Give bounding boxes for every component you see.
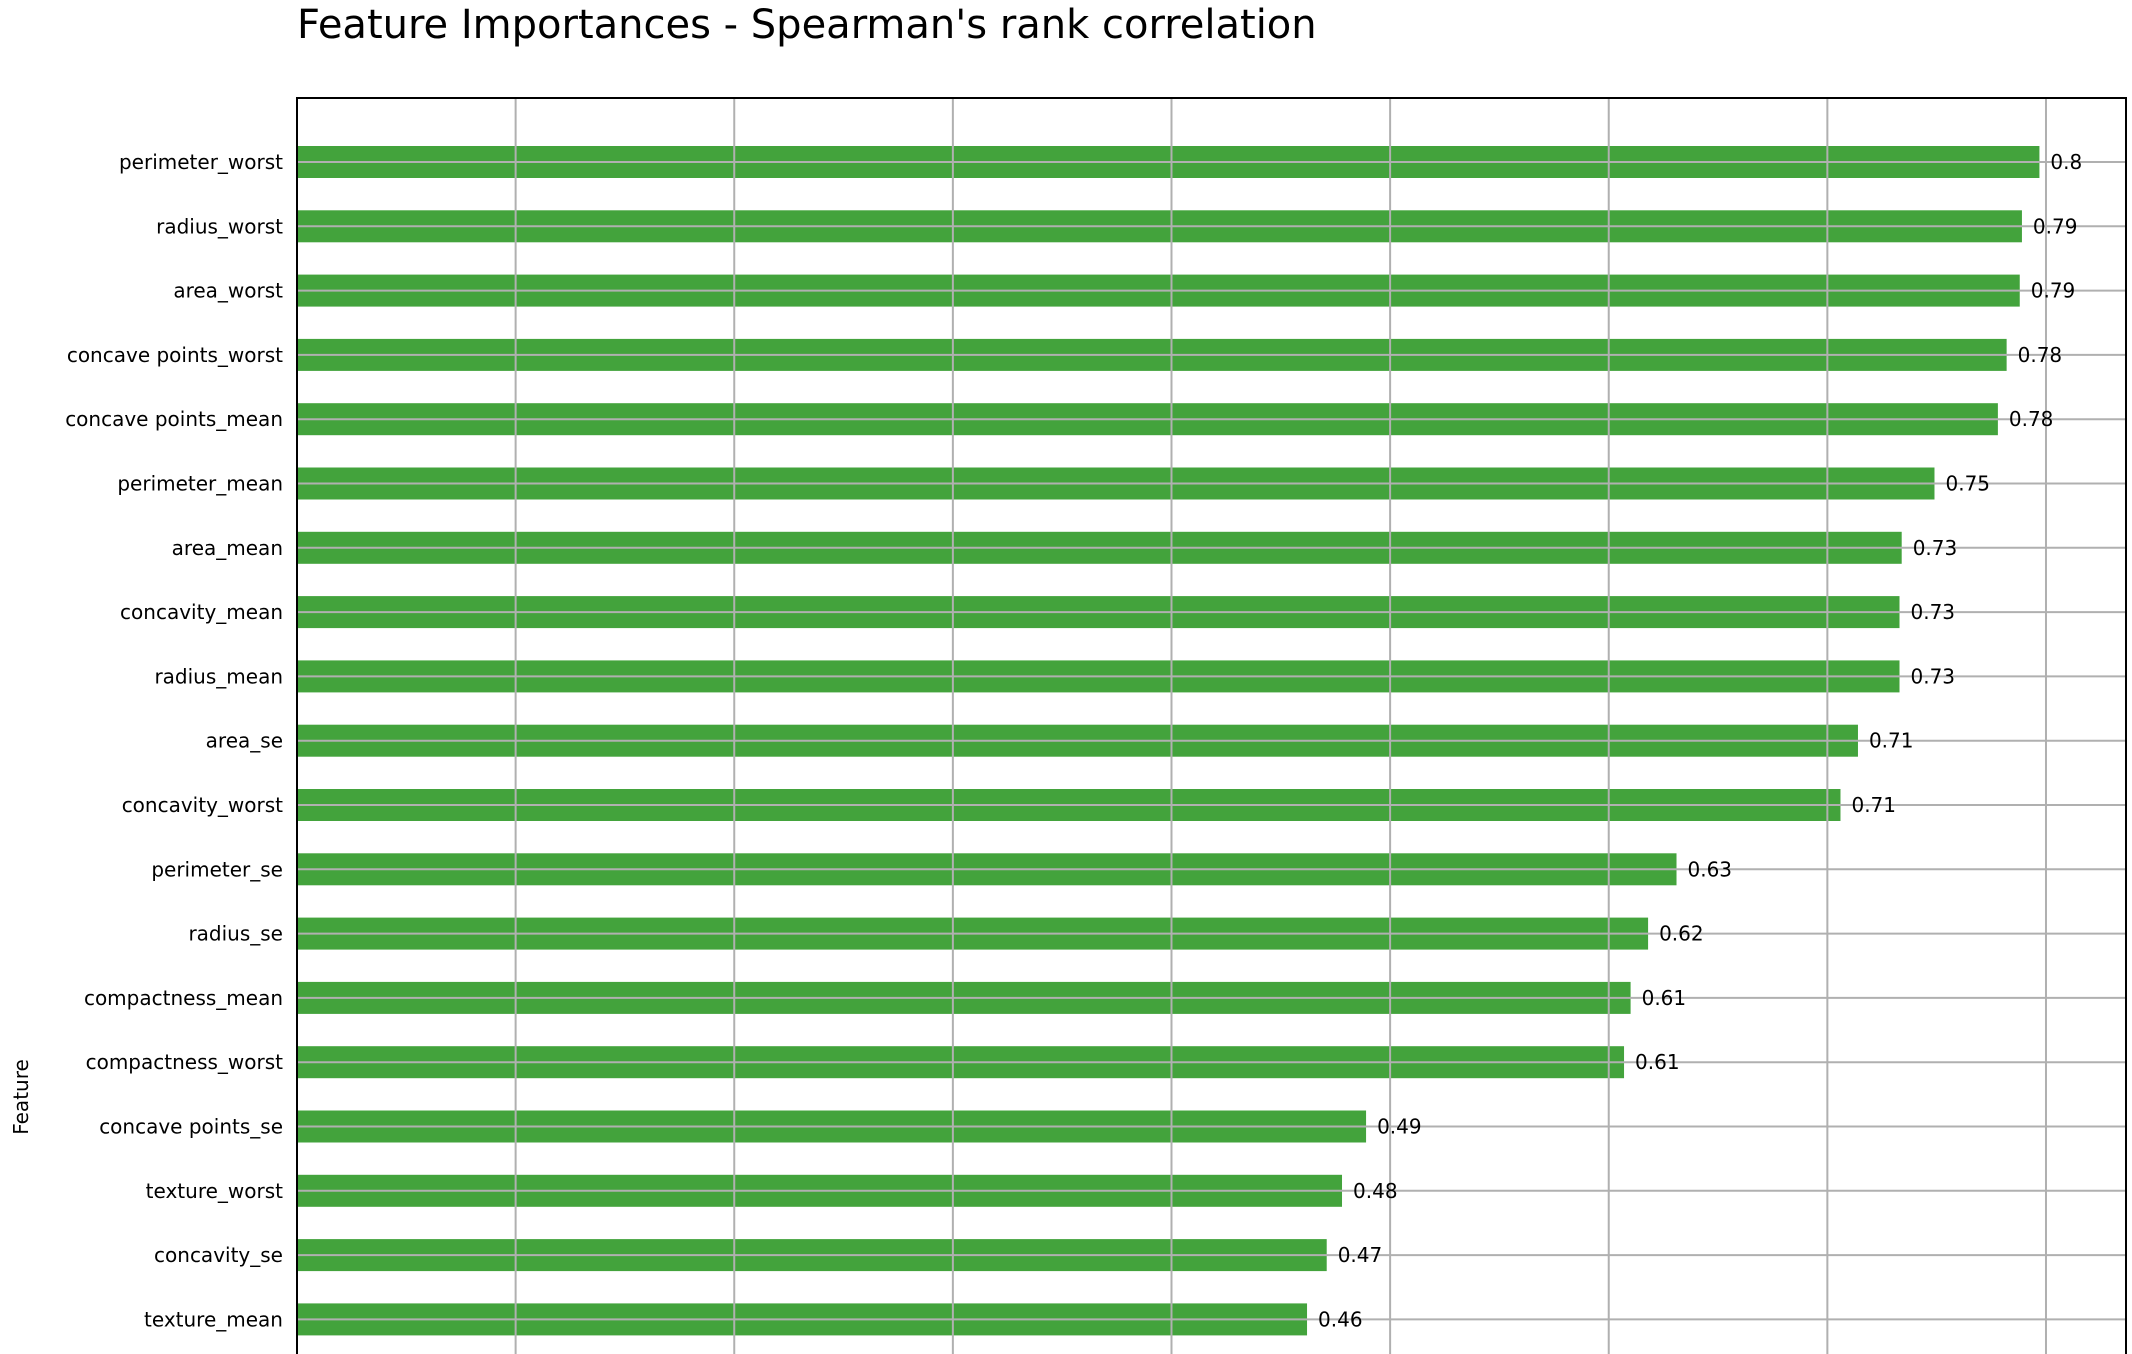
value-label: 0.8 bbox=[2050, 150, 2082, 174]
y-tick-label: perimeter_se bbox=[151, 857, 283, 881]
y-tick-label: area_se bbox=[206, 729, 283, 753]
y-tick-label: texture_mean bbox=[144, 1307, 283, 1331]
value-label: 0.71 bbox=[1869, 729, 1914, 753]
y-tick-label: concave points_worst bbox=[67, 343, 283, 367]
value-label: 0.79 bbox=[2033, 214, 2078, 238]
value-label: 0.78 bbox=[2018, 343, 2063, 367]
value-label: 0.48 bbox=[1353, 1179, 1398, 1203]
value-label: 0.73 bbox=[1911, 664, 1956, 688]
y-tick-label: concavity_worst bbox=[122, 793, 283, 817]
y-tick-label: concave points_mean bbox=[65, 407, 283, 431]
value-label: 0.47 bbox=[1338, 1243, 1383, 1267]
y-tick-label: radius_mean bbox=[154, 664, 283, 688]
value-label: 0.73 bbox=[1913, 536, 1958, 560]
chart-title: Feature Importances - Spearman's rank co… bbox=[297, 2, 1317, 48]
value-label: 0.61 bbox=[1642, 986, 1687, 1010]
value-label: 0.63 bbox=[1688, 857, 1733, 881]
value-label: 0.46 bbox=[1318, 1307, 1363, 1331]
value-label: 0.62 bbox=[1659, 922, 1704, 946]
y-tick-label: radius_worst bbox=[156, 214, 283, 238]
y-tick-label: compactness_worst bbox=[86, 1050, 284, 1074]
y-tick-label: perimeter_worst bbox=[119, 150, 283, 174]
value-label: 0.61 bbox=[1635, 1050, 1680, 1074]
y-tick-label: concavity_se bbox=[154, 1243, 283, 1267]
value-label: 0.75 bbox=[1945, 472, 1990, 496]
y-tick-label: compactness_mean bbox=[84, 986, 283, 1010]
gridlines bbox=[297, 98, 2126, 1354]
labels-group: perimeter_worst 0.8 radius_worst 0.79 area_w… bbox=[65, 150, 2082, 1331]
y-tick-label: texture_worst bbox=[146, 1179, 283, 1203]
y-tick-label: perimeter_mean bbox=[117, 472, 283, 496]
value-label: 0.73 bbox=[1911, 600, 1956, 624]
y-tick-label: radius_se bbox=[188, 922, 283, 946]
y-tick-label: concave points_se bbox=[99, 1115, 283, 1139]
value-label: 0.79 bbox=[2031, 279, 2076, 303]
value-label: 0.71 bbox=[1851, 793, 1896, 817]
y-tick-label: area_mean bbox=[172, 536, 283, 560]
y-axis-label: Feature bbox=[9, 1059, 33, 1135]
plot-frame bbox=[296, 97, 2127, 1354]
y-tick-label: area_worst bbox=[173, 279, 283, 303]
value-label: 0.49 bbox=[1377, 1115, 1422, 1139]
value-label: 0.78 bbox=[2009, 407, 2054, 431]
y-tick-label: concavity_mean bbox=[120, 600, 283, 624]
